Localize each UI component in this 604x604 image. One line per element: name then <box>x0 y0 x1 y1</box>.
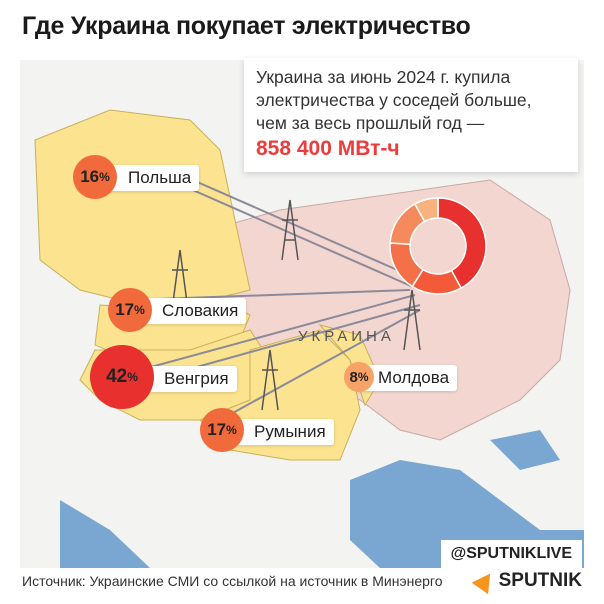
sputnik-logo-icon <box>471 567 498 595</box>
brand-logo: SPUTNIK <box>471 567 582 595</box>
pct-hungary: 42% <box>90 345 154 409</box>
pct-poland: 16% <box>73 155 117 199</box>
source-note: Источник: Украинские СМИ со ссылкой на и… <box>22 573 443 589</box>
poland-shape <box>34 109 251 311</box>
social-handle: @SPUTNIKLIVE <box>440 540 582 568</box>
pct-slovakia: 17% <box>108 288 152 332</box>
donut-chart <box>389 197 487 295</box>
pct-romania: 17% <box>200 408 244 452</box>
water-adriatic <box>60 500 150 568</box>
callout: Украина за июнь 2024 г. купила электриче… <box>244 58 578 172</box>
callout-value: 858 400 МВт-ч <box>256 137 400 160</box>
ukraine-label: УКРАИНА <box>298 328 395 345</box>
pct-moldova: 8% <box>344 362 374 392</box>
callout-text: Украина за июнь 2024 г. купила электриче… <box>256 67 532 133</box>
water-azov <box>490 430 560 470</box>
donut-slice-5 <box>413 197 439 223</box>
page-title: Где Украина покупает электричество <box>22 12 471 40</box>
donut-slice-3 <box>437 197 487 290</box>
label-moldova: Молдова <box>356 365 458 391</box>
